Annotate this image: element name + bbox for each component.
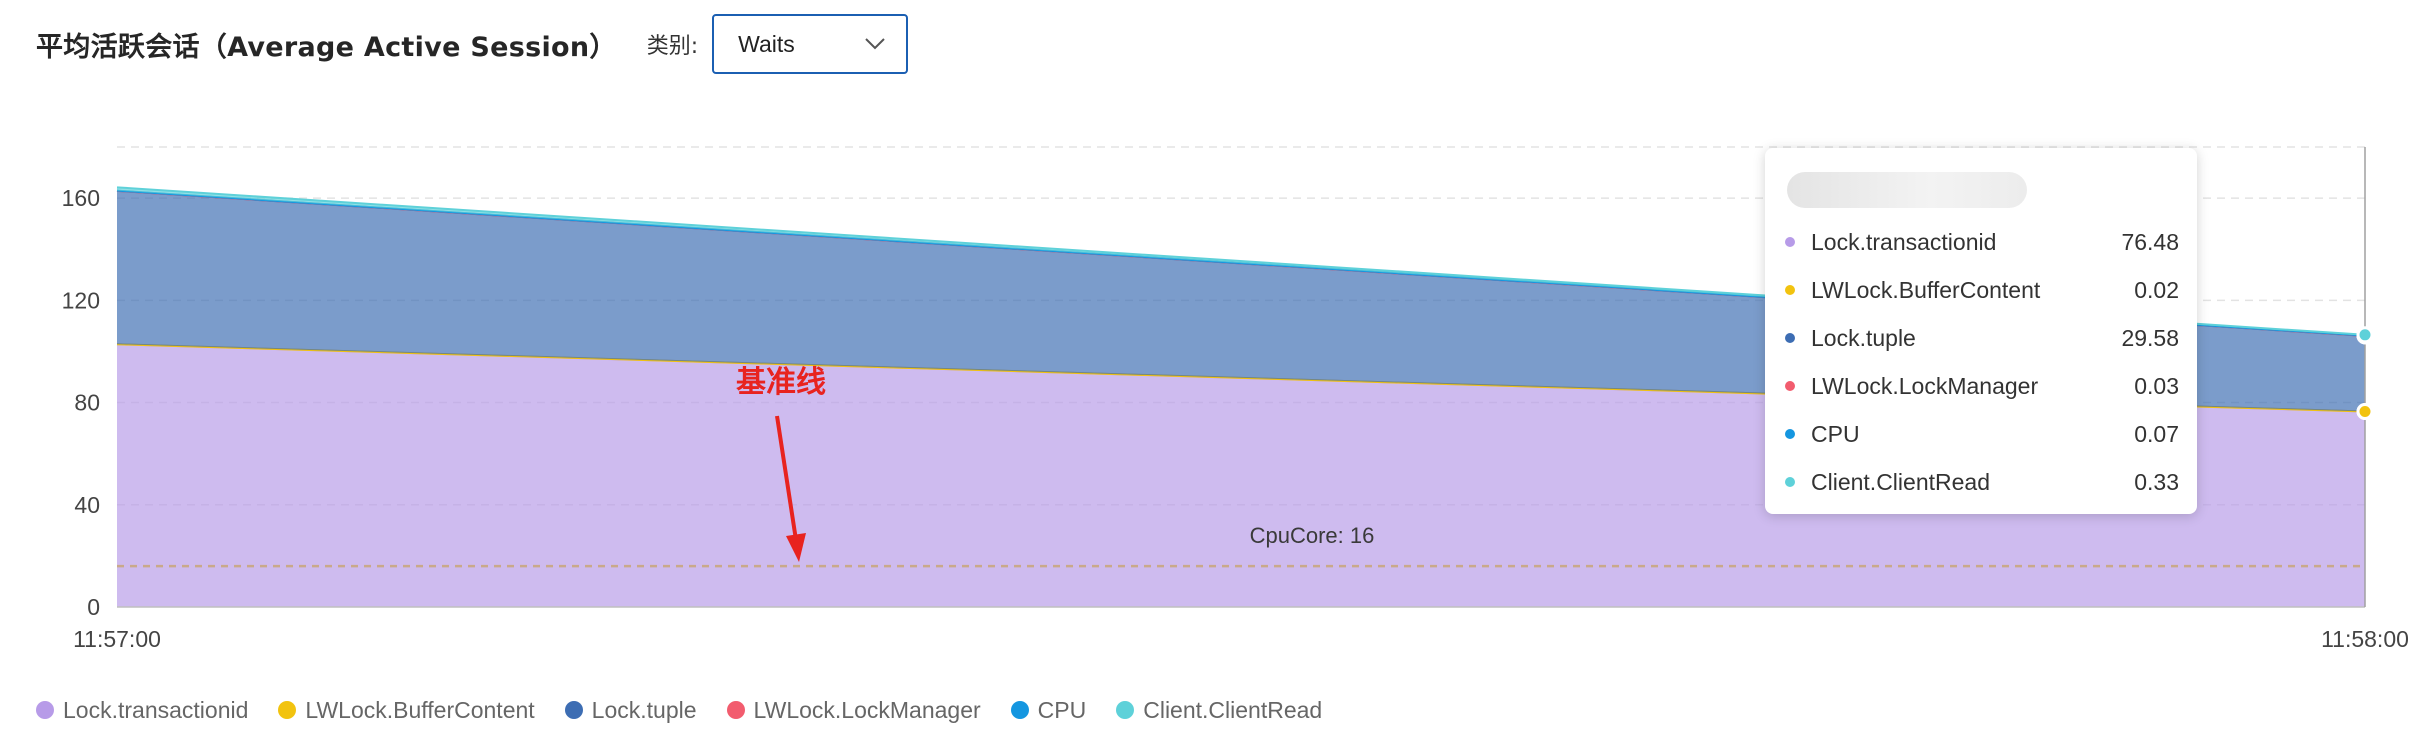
- cursor-point: [2356, 326, 2374, 344]
- series-dot-icon: [1785, 285, 1795, 295]
- tooltip-rows: Lock.transactionid 76.48 LWLock.BufferCont…: [1785, 218, 2179, 506]
- tooltip-series-value: 0.03: [2134, 372, 2179, 399]
- x-tick-label: 11:58:00: [2321, 626, 2409, 652]
- legend-label: Lock.transactionid: [63, 696, 249, 723]
- series-dot-icon: [1785, 477, 1795, 487]
- chart-title: 平均活跃会话（Average Active Session）: [36, 31, 617, 63]
- y-tick-label: 0: [87, 594, 100, 620]
- tooltip-row: LWLock.BufferContent 0.02: [1785, 266, 2179, 314]
- y-tick-label: 160: [62, 185, 100, 211]
- chart-legend: Lock.transactionid LWLock.BufferContent Lo…: [36, 692, 1352, 728]
- legend-dot-icon: [1010, 701, 1029, 719]
- legend-item[interactable]: LWLock.LockManager: [726, 696, 981, 724]
- x-tick-label: 11:57:00: [73, 626, 161, 652]
- legend-item[interactable]: LWLock.BufferContent: [278, 696, 535, 724]
- legend-item[interactable]: CPU: [1010, 696, 1087, 724]
- tooltip-series-name: LWLock.BufferContent: [1811, 276, 2041, 303]
- tooltip-row: CPU 0.07: [1785, 410, 2179, 458]
- tooltip-series-value: 0.07: [2134, 420, 2179, 447]
- series-dot-icon: [1785, 237, 1795, 247]
- series-dot-icon: [1785, 381, 1795, 391]
- legend-dot-icon: [36, 701, 54, 719]
- series-dot-icon: [1785, 429, 1795, 439]
- category-label: 类别:: [646, 34, 699, 59]
- chevron-down-icon: [864, 37, 886, 51]
- tooltip-series-value: 0.02: [2134, 276, 2179, 303]
- tooltip-series-name: Lock.transactionid: [1811, 228, 1997, 255]
- tooltip-series-name: LWLock.LockManager: [1811, 372, 2039, 399]
- tooltip-series-name: Client.ClientRead: [1811, 468, 1990, 495]
- tooltip-series-value: 29.58: [2121, 324, 2179, 351]
- y-tick-label: 120: [62, 287, 100, 313]
- legend-label: LWLock.BufferContent: [305, 696, 535, 723]
- tooltip-row: Lock.tuple 29.58: [1785, 314, 2179, 362]
- legend-dot-icon: [278, 701, 297, 719]
- annotation-arrow-icon: [775, 415, 798, 541]
- tooltip-series-name: CPU: [1811, 420, 1860, 447]
- legend-dot-icon: [726, 701, 745, 719]
- cursor-point: [2356, 403, 2374, 420]
- legend-label: CPU: [1037, 696, 1087, 723]
- tooltip-series-value: 76.48: [2121, 228, 2179, 255]
- series-dot-icon: [1785, 333, 1795, 343]
- category-select-value: Waits: [738, 30, 795, 57]
- chart-header: 平均活跃会话（Average Active Session） 类别: Waits: [36, 14, 909, 74]
- tooltip-series-value: 0.33: [2134, 468, 2179, 495]
- legend-label: Lock.tuple: [591, 696, 697, 723]
- legend-item[interactable]: Client.ClientRead: [1116, 697, 1322, 724]
- tooltip-series-name: Lock.tuple: [1811, 324, 1916, 351]
- baseline-annotation: 基准线: [736, 365, 826, 562]
- legend-label: Client.ClientRead: [1143, 696, 1323, 723]
- tooltip-row: LWLock.LockManager 0.03: [1785, 362, 2179, 410]
- category-select[interactable]: Waits: [712, 14, 909, 74]
- tooltip-row: Client.ClientRead 0.33: [1785, 458, 2179, 506]
- legend-item[interactable]: Lock.tuple: [564, 696, 697, 724]
- legend-dot-icon: [1116, 701, 1135, 719]
- annotation-arrow-head-icon: [786, 533, 806, 562]
- tooltip-time-placeholder: [1787, 172, 2027, 208]
- y-tick-label: 80: [74, 390, 100, 416]
- axes: 0 40 80 120 160 11:57:00 11:58:00: [62, 185, 2409, 652]
- hover-cursor: [2356, 147, 2374, 607]
- chart-tooltip: Lock.transactionid 76.48 LWLock.BufferCont…: [1765, 148, 2197, 514]
- tooltip-row: Lock.transactionid 76.48: [1785, 218, 2179, 266]
- cpu-core-reference-label: CpuCore: 16: [1250, 523, 1375, 548]
- legend-label: LWLock.LockManager: [753, 696, 981, 723]
- baseline-annotation-text: 基准线: [736, 365, 826, 400]
- reference-line-group: CpuCore: 16: [117, 523, 2365, 568]
- legend-dot-icon: [564, 701, 583, 719]
- y-tick-label: 40: [74, 492, 100, 518]
- legend-item[interactable]: Lock.transactionid: [36, 697, 248, 724]
